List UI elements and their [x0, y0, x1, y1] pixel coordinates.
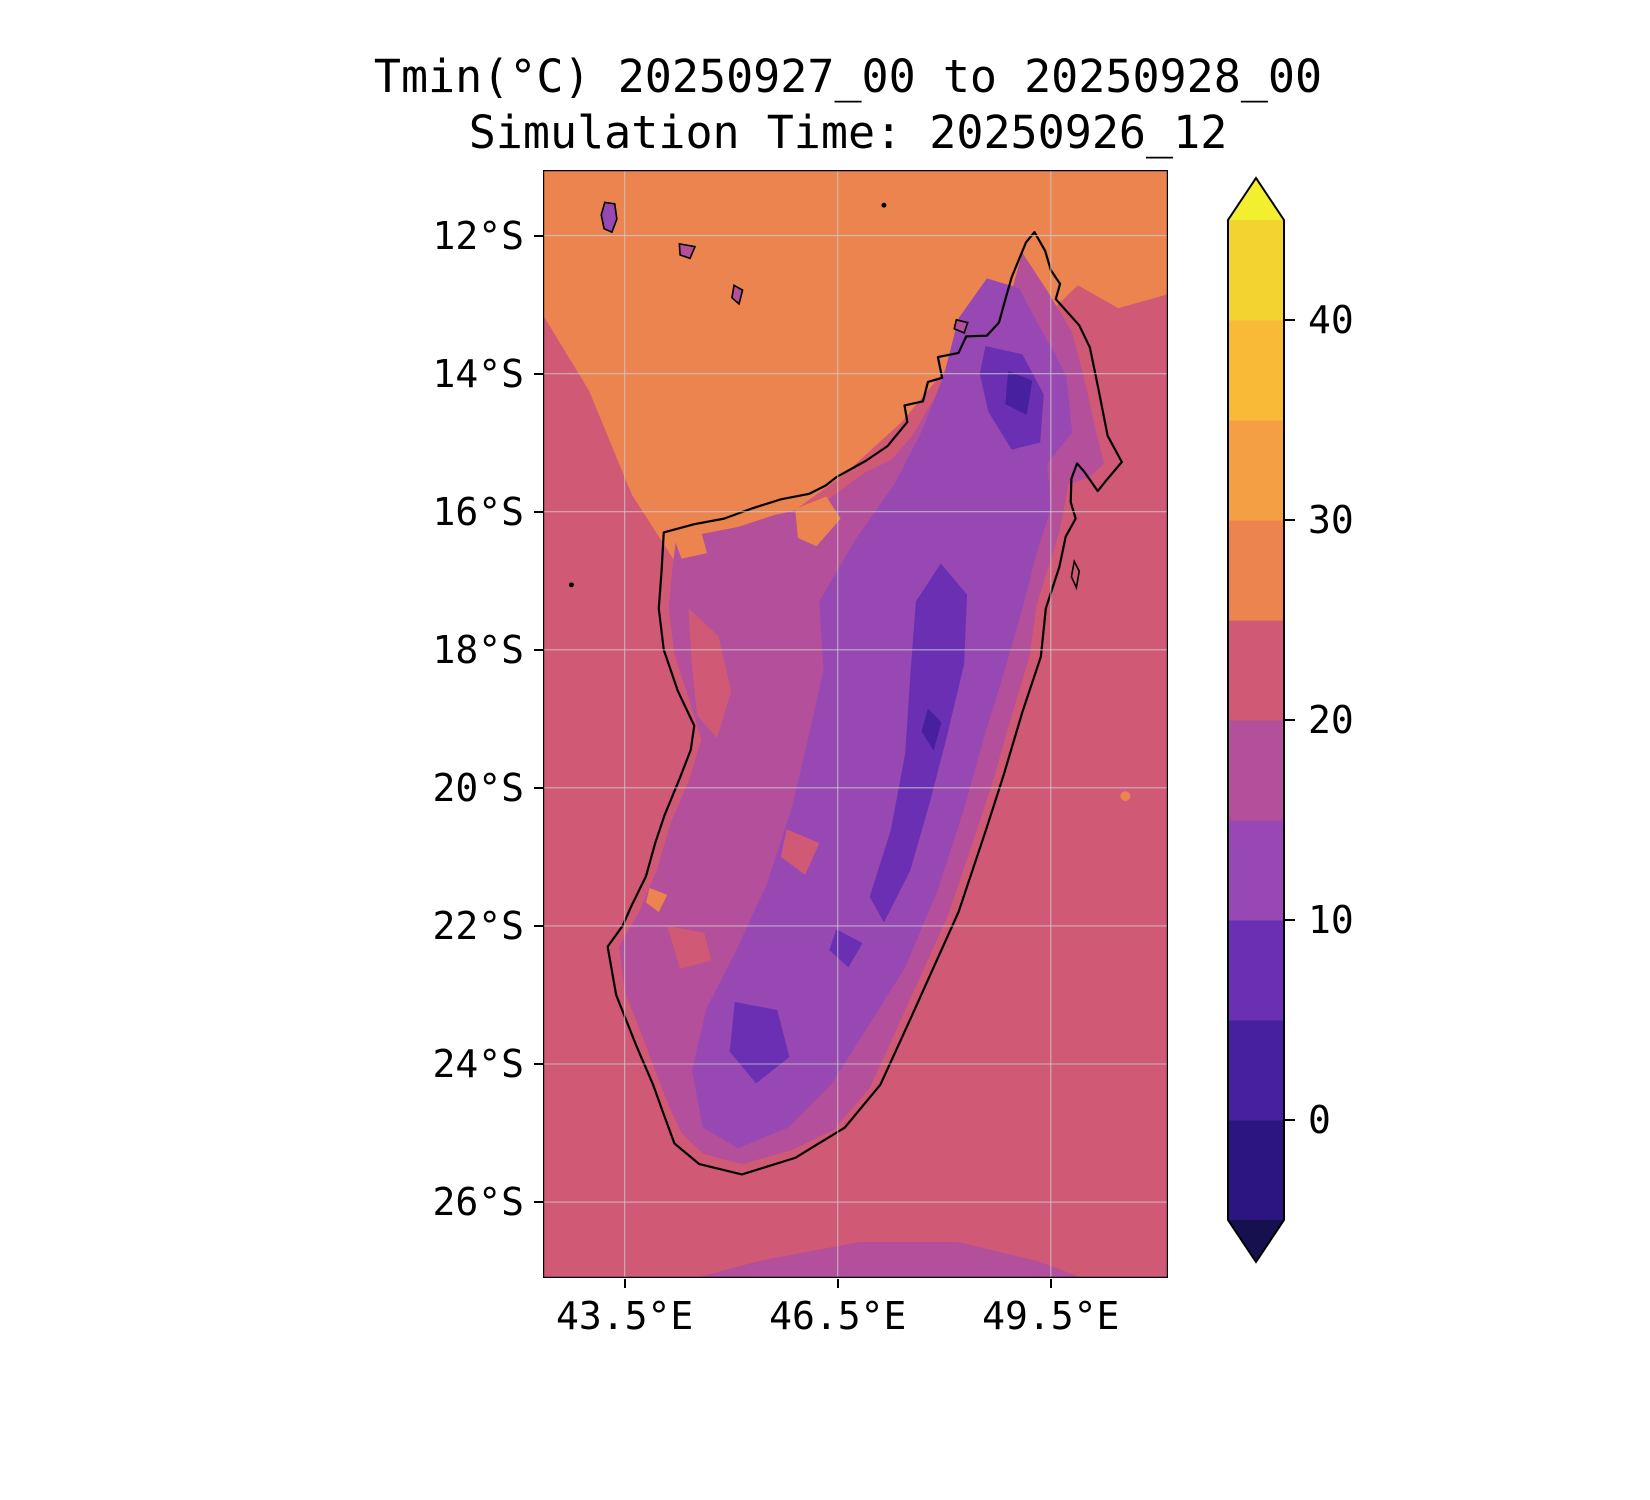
y-axis-tick-label: 14°S	[432, 351, 524, 396]
colorbar-tick-label: 30	[1308, 498, 1354, 542]
colorbar: 0 10 20 30 40	[1227, 176, 1354, 1264]
colorbar-tick-label: 0	[1308, 1098, 1331, 1142]
colorbar-band	[1228, 520, 1284, 621]
x-axis-tick-mark	[836, 1279, 839, 1288]
y-axis-tick-label: 22°S	[432, 903, 524, 948]
y-axis-tick-mark	[534, 510, 543, 513]
y-axis-tick-mark	[534, 234, 543, 237]
coldest-spot-regions	[921, 370, 1033, 751]
x-axis-tick-mark	[623, 1279, 626, 1288]
x-axis-tick-label: 43.5°E	[556, 1294, 694, 1338]
colorbar-tick-label: 40	[1308, 298, 1354, 342]
colorbar-band	[1228, 1120, 1284, 1221]
colorbar-band	[1228, 320, 1284, 421]
y-axis-tick-label: 20°S	[432, 765, 524, 810]
colorbar-tick-label: 20	[1308, 698, 1354, 742]
small-islands	[569, 202, 1079, 587]
mild-land-patches	[667, 608, 820, 969]
colorbar-band	[1228, 220, 1284, 321]
y-axis-tick-mark	[534, 372, 543, 375]
sainte-marie-island	[1071, 561, 1079, 587]
y-axis-tick-mark	[534, 648, 543, 651]
y-axis-tick-label: 26°S	[432, 1180, 524, 1225]
y-axis-tick-mark	[534, 924, 543, 927]
chart-subtitle: Simulation Time: 20250926_12	[468, 106, 1228, 159]
gridlines	[543, 170, 1168, 1278]
madagascar-coastline	[608, 232, 1122, 1174]
grande-comore-island	[601, 202, 617, 232]
x-axis-tick-label: 49.5°E	[982, 1294, 1120, 1338]
warm-land-patches	[645, 496, 841, 913]
y-axis-tick-mark	[534, 1062, 543, 1065]
colorbar-band	[1228, 720, 1284, 821]
colorbar-over-arrow	[1228, 178, 1284, 220]
colorbar-band	[1228, 920, 1284, 1021]
plot-area	[543, 170, 1168, 1278]
y-axis-tick-mark	[534, 786, 543, 789]
anjouan-island	[679, 244, 695, 258]
colorbar-tick-label: 10	[1308, 898, 1354, 942]
y-axis-tick-label: 18°S	[432, 627, 524, 672]
colorbar-outline	[1227, 176, 1285, 1264]
juan-de-nova-islet	[568, 582, 574, 588]
colorbar-under-arrow	[1228, 1220, 1284, 1262]
mayotte-island	[732, 285, 743, 304]
map-plot	[543, 170, 1168, 1278]
x-axis-tick-label: 46.5°E	[769, 1294, 907, 1338]
warm-ocean-patch	[1120, 791, 1131, 801]
y-axis-tick-label: 16°S	[432, 489, 524, 534]
colorbar-band	[1228, 620, 1284, 721]
chart-title: Tmin(°C) 20250927_00 to 20250928_00	[373, 50, 1323, 103]
glorioso-islet	[881, 202, 887, 208]
y-axis-tick-mark	[534, 1201, 543, 1204]
x-axis-tick-mark	[1049, 1279, 1052, 1288]
island-highland-region	[692, 278, 1073, 1149]
y-axis-tick-label: 12°S	[432, 213, 524, 258]
colorbar-band	[1228, 820, 1284, 921]
nosy-be-island	[954, 320, 967, 333]
colorbar-band	[1228, 420, 1284, 521]
colorbar-band	[1228, 1020, 1284, 1121]
y-axis-tick-label: 24°S	[432, 1041, 524, 1086]
cool-ocean-south-region	[695, 1242, 1083, 1278]
